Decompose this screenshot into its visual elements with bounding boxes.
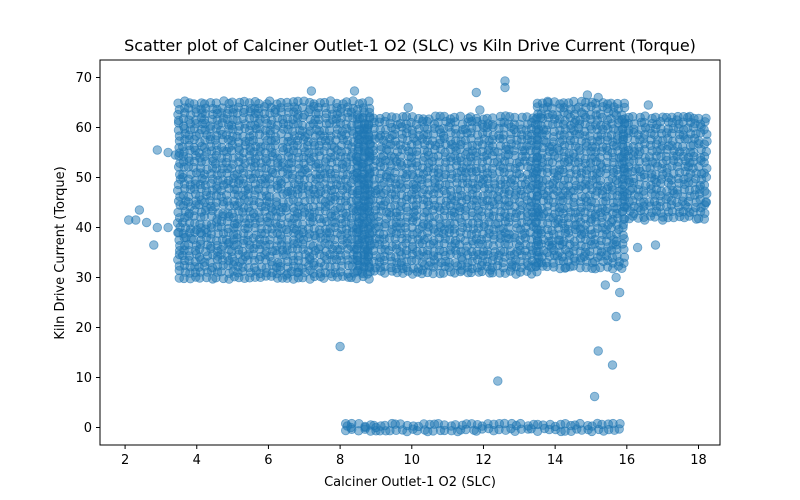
y-tick-label: 40 xyxy=(75,221,92,236)
y-tick-label: 10 xyxy=(75,371,92,386)
data-point xyxy=(457,265,467,275)
points-layer xyxy=(123,76,712,437)
data-point xyxy=(371,422,381,433)
data-point xyxy=(488,113,498,123)
y-axis-ticks: 0 10 20 30 40 50 60 70 xyxy=(75,71,100,436)
x-tick-label: 16 xyxy=(619,453,636,468)
data-point xyxy=(699,124,709,135)
data-point xyxy=(396,260,406,270)
data-point xyxy=(571,220,582,230)
data-point xyxy=(589,391,600,402)
y-tick-label: 70 xyxy=(75,71,92,86)
data-point xyxy=(170,150,181,160)
data-point xyxy=(546,242,557,253)
data-point xyxy=(643,100,654,110)
y-tick-label: 30 xyxy=(75,271,92,286)
x-axis-ticks: 2 4 6 8 10 12 14 16 18 xyxy=(121,445,707,468)
x-tick-label: 12 xyxy=(475,453,492,468)
x-tick-label: 8 xyxy=(336,453,344,468)
data-point xyxy=(174,227,184,238)
data-point xyxy=(632,242,643,253)
data-point xyxy=(149,240,159,250)
data-point xyxy=(417,265,428,275)
x-axis-title: Calciner Outlet-1 O2 (SLC) xyxy=(324,475,496,490)
data-point xyxy=(493,376,503,386)
x-tick-label: 6 xyxy=(264,453,272,468)
data-point xyxy=(152,145,163,155)
data-point xyxy=(543,97,553,108)
x-tick-label: 18 xyxy=(690,453,707,468)
x-tick-label: 14 xyxy=(547,453,564,468)
data-point xyxy=(281,270,292,280)
y-tick-label: 60 xyxy=(75,121,92,136)
data-point xyxy=(134,205,145,215)
data-point xyxy=(619,98,630,109)
data-point xyxy=(224,237,234,248)
data-point xyxy=(582,90,593,100)
data-point xyxy=(615,419,625,429)
chart-title: Scatter plot of Calciner Outlet-1 O2 (SL… xyxy=(124,36,696,55)
data-point xyxy=(500,82,510,93)
x-tick-label: 2 xyxy=(121,453,129,468)
data-point xyxy=(607,360,618,370)
data-point xyxy=(364,96,374,106)
data-point xyxy=(699,180,710,190)
data-point xyxy=(455,111,466,122)
data-point xyxy=(475,105,485,115)
data-point xyxy=(507,260,517,270)
plot-frame xyxy=(99,59,721,446)
data-point xyxy=(306,86,317,96)
data-point xyxy=(678,141,688,152)
data-point xyxy=(536,112,546,123)
data-point xyxy=(561,262,571,273)
y-axis-title: Kiln Drive Current (Torque) xyxy=(53,166,68,339)
data-point xyxy=(349,86,360,96)
data-point xyxy=(683,112,693,123)
data-point xyxy=(658,215,668,225)
data-point xyxy=(141,217,152,228)
data-point xyxy=(485,265,496,275)
data-point xyxy=(152,222,163,233)
data-point xyxy=(554,235,564,245)
data-point xyxy=(595,175,605,186)
data-point xyxy=(292,267,302,278)
y-tick-label: 20 xyxy=(75,321,92,336)
data-point xyxy=(131,215,141,225)
data-point xyxy=(593,346,603,356)
data-point xyxy=(335,341,345,352)
data-point xyxy=(181,232,191,243)
data-point xyxy=(195,227,206,238)
data-point xyxy=(701,197,711,208)
data-point xyxy=(611,311,621,322)
data-point xyxy=(471,87,482,98)
data-point xyxy=(615,287,625,298)
data-point xyxy=(360,422,370,433)
data-point xyxy=(619,252,630,262)
y-tick-label: 0 xyxy=(84,421,92,436)
data-point xyxy=(640,215,650,225)
data-point xyxy=(346,422,356,433)
y-tick-label: 50 xyxy=(75,171,92,186)
data-point xyxy=(672,115,682,125)
data-point xyxy=(163,222,173,233)
data-point xyxy=(611,272,621,283)
x-tick-label: 4 xyxy=(193,453,201,468)
data-point xyxy=(701,113,711,124)
data-point xyxy=(700,208,710,218)
data-point xyxy=(650,240,661,250)
data-point xyxy=(403,102,413,113)
x-tick-label: 10 xyxy=(404,453,421,468)
data-point xyxy=(515,418,526,429)
data-point xyxy=(593,92,603,103)
data-point xyxy=(600,280,611,290)
data-point xyxy=(575,418,585,429)
